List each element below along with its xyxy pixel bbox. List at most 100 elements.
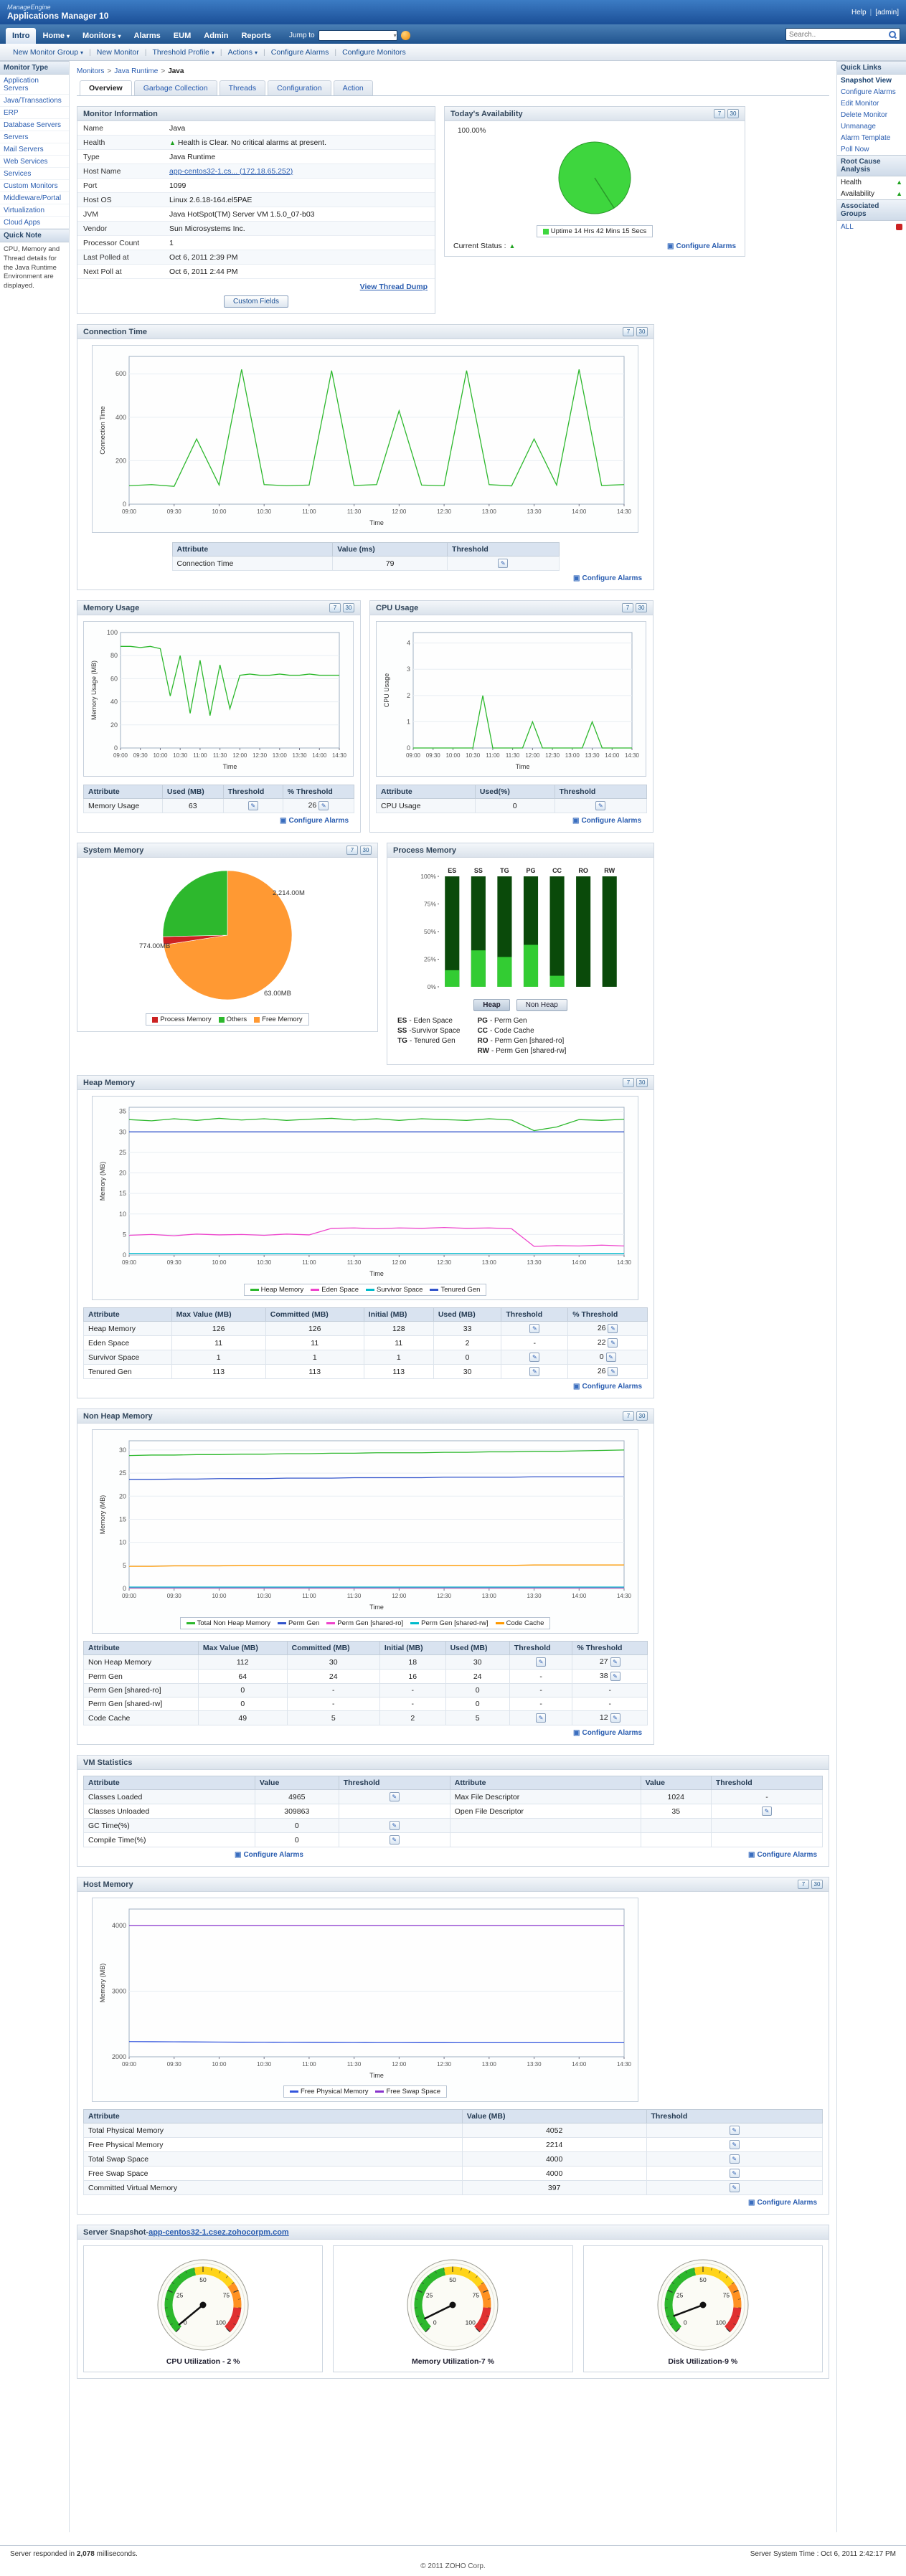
sidebar-item-application-servers[interactable]: Application Servers <box>0 75 69 95</box>
edit-threshold-icon[interactable] <box>605 1353 616 1362</box>
sidebar-item-virtualization[interactable]: Virtualization <box>0 204 69 217</box>
sidebar-item-servers[interactable]: Servers <box>0 131 69 143</box>
breadcrumb-monitors[interactable]: Monitors <box>77 67 105 75</box>
edit-threshold-icon[interactable] <box>608 1367 618 1376</box>
associated-group-all[interactable]: ALL <box>837 221 906 232</box>
toolbar-actions[interactable]: Actions <box>222 48 263 57</box>
week-report-icon[interactable]: 7 <box>714 109 725 118</box>
configure-alarms-link[interactable]: Configure Alarms <box>573 1729 642 1737</box>
edit-threshold-icon[interactable] <box>529 1367 540 1376</box>
sidebar-item-mail-servers[interactable]: Mail Servers <box>0 143 69 156</box>
quicklink-delete-monitor[interactable]: Delete Monitor <box>841 110 888 119</box>
quicklink-alarm-template[interactable]: Alarm Template <box>841 133 891 142</box>
search-input[interactable] <box>789 30 888 39</box>
edit-threshold-icon[interactable] <box>536 1713 547 1723</box>
custom-fields-button[interactable]: Custom Fields <box>224 295 288 308</box>
sidebar-item-middleware-portal[interactable]: Middleware/Portal <box>0 192 69 204</box>
toolbar-configure-monitors[interactable]: Configure Monitors <box>342 47 406 57</box>
root-cause-health[interactable]: Health <box>837 176 906 188</box>
month-report-icon[interactable]: 30 <box>636 603 647 612</box>
sidebar-item-database-servers[interactable]: Database Servers <box>0 119 69 131</box>
edit-threshold-icon[interactable] <box>729 2169 740 2178</box>
week-report-icon[interactable]: 7 <box>623 1411 634 1421</box>
month-report-icon[interactable]: 30 <box>636 1411 648 1421</box>
edit-threshold-icon[interactable] <box>529 1353 540 1362</box>
edit-threshold-icon[interactable] <box>729 2140 740 2149</box>
tab-garbage-collection[interactable]: Garbage Collection <box>133 80 217 95</box>
tab-configuration[interactable]: Configuration <box>268 80 331 95</box>
toolbar-configure-alarms[interactable]: Configure Alarms <box>270 47 329 57</box>
sidebar-item-web-services[interactable]: Web Services <box>0 156 69 168</box>
jump-to-select[interactable] <box>318 30 397 41</box>
edit-threshold-icon[interactable] <box>595 801 606 810</box>
edit-threshold-icon[interactable] <box>529 1324 540 1333</box>
configure-alarms-link[interactable]: Configure Alarms <box>748 1851 817 1859</box>
edit-threshold-icon[interactable] <box>729 2126 740 2135</box>
month-report-icon[interactable]: 30 <box>636 327 648 336</box>
toolbar-new-monitor[interactable]: New Monitor <box>96 47 139 57</box>
quicklink-configure-alarms[interactable]: Configure Alarms <box>841 87 896 96</box>
edit-threshold-icon[interactable] <box>729 2154 740 2164</box>
week-report-icon[interactable]: 7 <box>623 1078 634 1087</box>
configure-alarms-link[interactable]: Configure Alarms <box>573 1383 642 1391</box>
edit-threshold-icon[interactable] <box>318 801 329 810</box>
edit-threshold-icon[interactable] <box>389 1792 400 1801</box>
nav-tab-eum[interactable]: EUM <box>173 32 192 40</box>
sidebar-item-cloud-apps[interactable]: Cloud Apps <box>0 217 69 229</box>
sidebar-item-services[interactable]: Services <box>0 168 69 180</box>
nav-tab-home[interactable]: Home <box>36 28 76 44</box>
week-report-icon[interactable]: 7 <box>329 603 341 612</box>
edit-threshold-icon[interactable] <box>247 801 258 810</box>
edit-threshold-icon[interactable] <box>389 1821 400 1830</box>
sidebar-item-java-transactions[interactable]: Java/Transactions <box>0 95 69 107</box>
configure-alarms-link[interactable]: Configure Alarms <box>573 574 642 582</box>
configure-alarms-link[interactable]: Configure Alarms <box>280 817 349 825</box>
quicklink-snapshot-view[interactable]: Snapshot View <box>841 76 892 85</box>
root-cause-availability[interactable]: Availability <box>837 188 906 199</box>
nav-tab-monitors[interactable]: Monitors <box>76 28 127 44</box>
quicklink-edit-monitor[interactable]: Edit Monitor <box>841 99 879 108</box>
help-link[interactable]: Help <box>851 8 867 16</box>
configure-alarms-link[interactable]: Configure Alarms <box>572 817 641 825</box>
configure-alarms-link[interactable]: Configure Alarms <box>748 2199 817 2207</box>
toolbar-threshold-profile[interactable]: Threshold Profile <box>146 48 220 57</box>
edit-threshold-icon[interactable] <box>610 1672 620 1681</box>
heap-button[interactable]: Heap <box>473 999 510 1011</box>
month-report-icon[interactable]: 30 <box>636 1078 648 1087</box>
admin-user-link[interactable]: [admin] <box>875 8 899 16</box>
week-report-icon[interactable]: 7 <box>622 603 633 612</box>
month-report-icon[interactable]: 30 <box>360 846 372 855</box>
tab-threads[interactable]: Threads <box>219 80 266 95</box>
breadcrumb-java-runtime[interactable]: Java Runtime <box>114 67 159 75</box>
nav-tab-admin[interactable]: Admin <box>204 32 229 40</box>
toolbar-new-monitor-group[interactable]: New Monitor Group <box>7 48 89 57</box>
non-heap-button[interactable]: Non Heap <box>516 999 567 1011</box>
week-report-icon[interactable]: 7 <box>623 327 634 336</box>
edit-threshold-icon[interactable] <box>610 1657 620 1667</box>
month-report-icon[interactable]: 30 <box>811 1880 823 1889</box>
week-report-icon[interactable]: 7 <box>346 846 358 855</box>
quicklink-unmanage[interactable]: Unmanage <box>841 122 876 131</box>
configure-alarms-link[interactable]: Configure Alarms <box>667 242 736 250</box>
edit-threshold-icon[interactable] <box>608 1338 618 1348</box>
group-all-link[interactable]: ALL <box>841 222 854 231</box>
month-report-icon[interactable]: 30 <box>343 603 354 612</box>
tab-overview[interactable]: Overview <box>80 80 132 95</box>
nav-tab-intro[interactable]: Intro <box>6 28 37 44</box>
search-icon[interactable] <box>888 30 897 39</box>
edit-threshold-icon[interactable] <box>536 1657 547 1667</box>
nav-tab-alarms[interactable]: Alarms <box>133 32 161 40</box>
host-name-link[interactable]: app-centos32-1.cs... (172.18.65.252) <box>169 166 293 176</box>
nav-tab-reports[interactable]: Reports <box>241 32 272 40</box>
edit-threshold-icon[interactable] <box>729 2183 740 2192</box>
edit-threshold-icon[interactable] <box>389 1835 400 1845</box>
edit-threshold-icon[interactable] <box>608 1324 618 1333</box>
quicklink-poll-now[interactable]: Poll Now <box>841 145 869 153</box>
sidebar-item-erp[interactable]: ERP <box>0 107 69 119</box>
edit-threshold-icon[interactable] <box>610 1713 620 1723</box>
configure-alarms-link[interactable]: Configure Alarms <box>235 1851 303 1859</box>
go-icon[interactable] <box>400 31 410 40</box>
view-thread-dump-link[interactable]: View Thread Dump <box>359 283 428 291</box>
tab-action[interactable]: Action <box>333 80 373 95</box>
sidebar-item-custom-monitors[interactable]: Custom Monitors <box>0 180 69 192</box>
